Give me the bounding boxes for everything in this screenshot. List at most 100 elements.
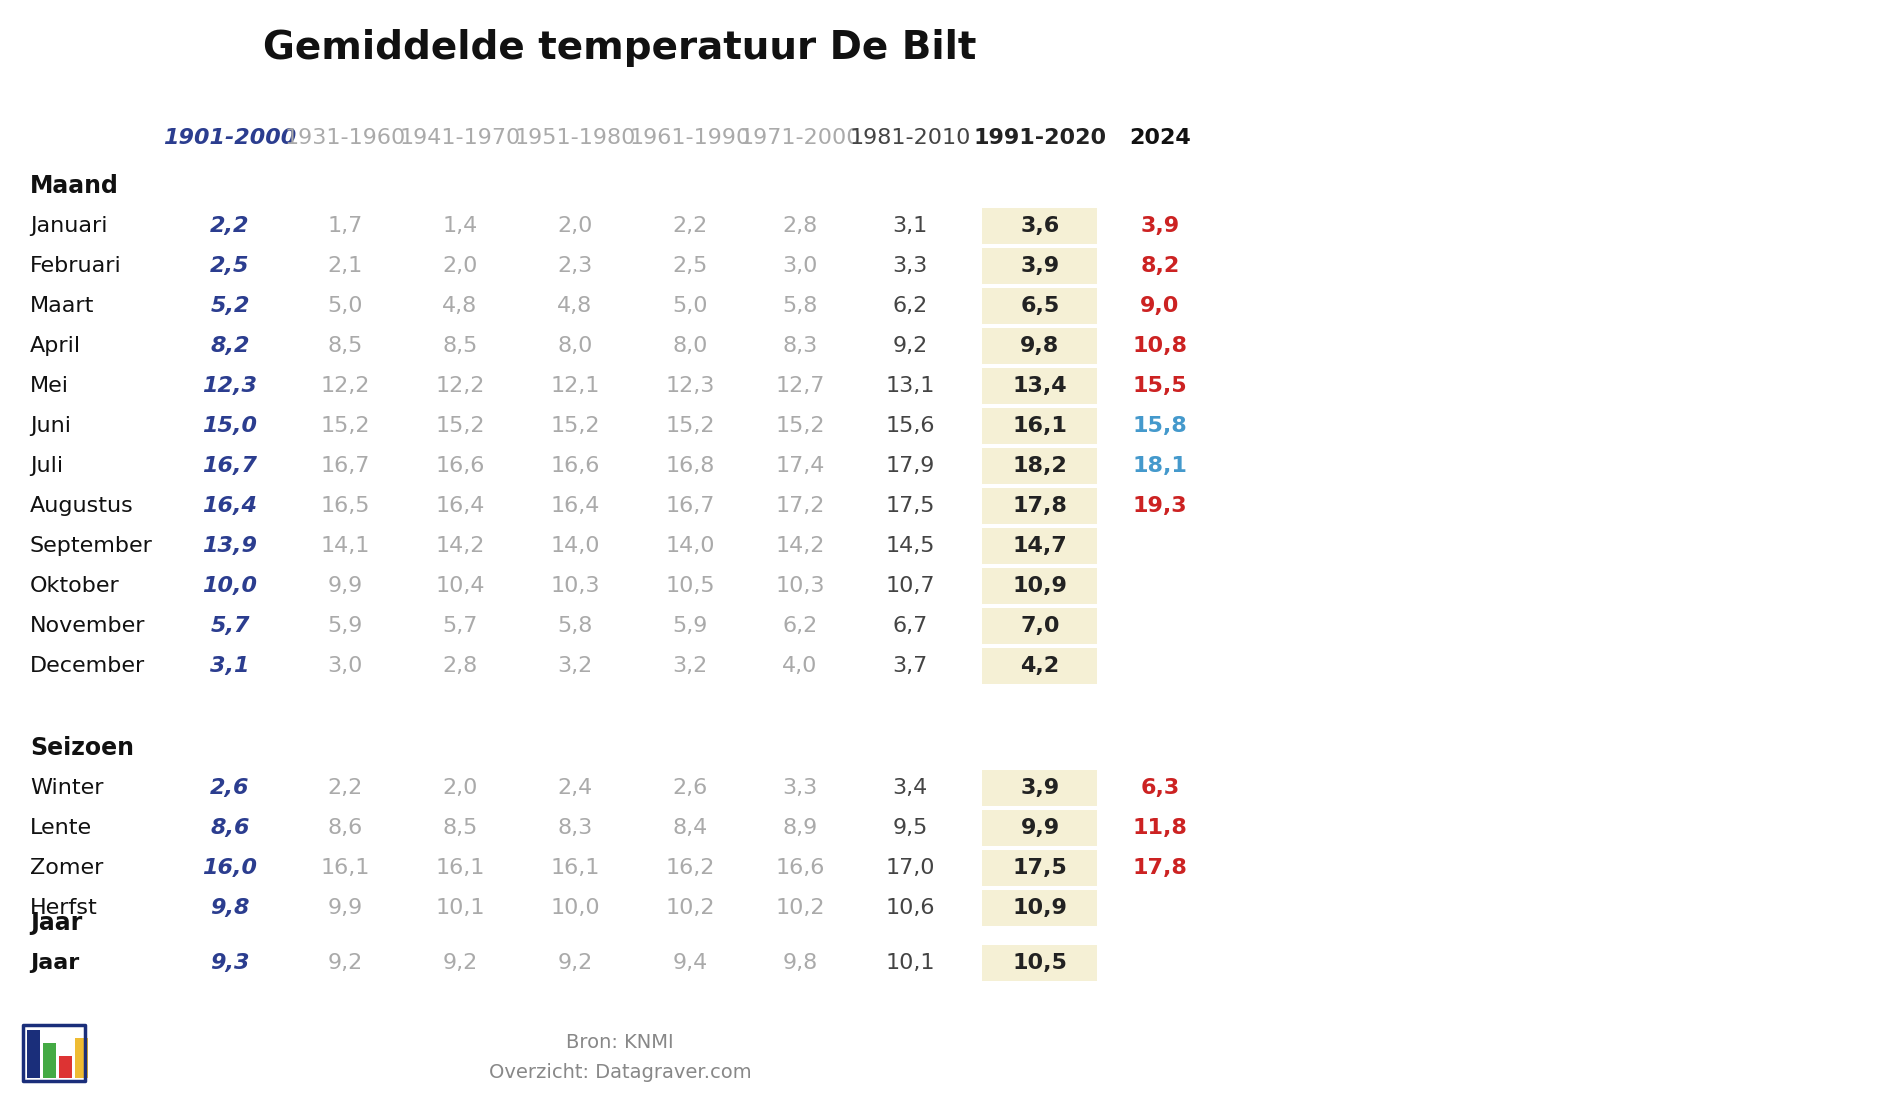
Bar <box>76 1038 87 1078</box>
Text: Maand: Maand <box>30 173 120 198</box>
Text: 9,8: 9,8 <box>211 898 251 918</box>
Bar <box>983 568 1097 604</box>
Text: 3,3: 3,3 <box>782 778 818 798</box>
Text: 9,5: 9,5 <box>892 818 928 838</box>
Text: 3,4: 3,4 <box>892 778 928 798</box>
Text: December: December <box>30 656 146 676</box>
Text: Oktober: Oktober <box>30 576 120 596</box>
Text: 14,0: 14,0 <box>550 536 600 556</box>
Text: 1,7: 1,7 <box>326 216 363 236</box>
Text: 2,3: 2,3 <box>558 256 592 276</box>
Text: 16,6: 16,6 <box>550 456 600 477</box>
Bar <box>983 448 1097 484</box>
Text: Seizoen: Seizoen <box>30 736 135 760</box>
Text: 7,0: 7,0 <box>1021 616 1059 636</box>
Text: 6,5: 6,5 <box>1021 296 1059 316</box>
Text: 10,9: 10,9 <box>1012 576 1067 596</box>
Text: 14,2: 14,2 <box>774 536 826 556</box>
Text: 15,2: 15,2 <box>774 416 826 436</box>
Text: 5,9: 5,9 <box>672 616 708 636</box>
Text: 2024: 2024 <box>1129 128 1190 148</box>
Text: 9,4: 9,4 <box>672 953 708 973</box>
Text: April: April <box>30 336 82 356</box>
Text: 8,3: 8,3 <box>558 818 592 838</box>
Text: 10,3: 10,3 <box>550 576 600 596</box>
Text: 14,7: 14,7 <box>1014 536 1067 556</box>
Text: 12,1: 12,1 <box>550 376 600 396</box>
Bar <box>983 288 1097 324</box>
Text: 5,8: 5,8 <box>782 296 818 316</box>
Text: 9,9: 9,9 <box>326 898 363 918</box>
Text: 2,6: 2,6 <box>211 778 251 798</box>
Text: Juli: Juli <box>30 456 63 477</box>
Text: 9,2: 9,2 <box>892 336 928 356</box>
Bar <box>23 1026 85 1082</box>
Text: 19,3: 19,3 <box>1133 496 1188 516</box>
Text: 10,1: 10,1 <box>884 953 934 973</box>
Text: 2,5: 2,5 <box>672 256 708 276</box>
Text: 5,9: 5,9 <box>326 616 363 636</box>
Text: Mei: Mei <box>30 376 68 396</box>
Text: 1,4: 1,4 <box>442 216 478 236</box>
Text: 5,7: 5,7 <box>211 616 251 636</box>
Text: 2,8: 2,8 <box>442 656 478 676</box>
Text: November: November <box>30 616 146 636</box>
Text: 8,3: 8,3 <box>782 336 818 356</box>
Bar <box>983 810 1097 845</box>
Text: 5,7: 5,7 <box>442 616 478 636</box>
Text: 16,6: 16,6 <box>774 858 826 878</box>
Text: 2,2: 2,2 <box>326 778 363 798</box>
Text: 2,0: 2,0 <box>558 216 592 236</box>
Bar <box>983 608 1097 645</box>
Text: Lente: Lente <box>30 818 93 838</box>
Text: 8,5: 8,5 <box>442 336 478 356</box>
Text: 16,7: 16,7 <box>666 496 716 516</box>
Text: 15,2: 15,2 <box>321 416 370 436</box>
Text: 12,2: 12,2 <box>435 376 484 396</box>
Text: 15,0: 15,0 <box>203 416 258 436</box>
Text: 3,7: 3,7 <box>892 656 928 676</box>
Text: 3,0: 3,0 <box>782 256 818 276</box>
Text: 2,0: 2,0 <box>442 256 478 276</box>
Text: 3,2: 3,2 <box>558 656 592 676</box>
Text: 9,2: 9,2 <box>558 953 592 973</box>
Text: 16,7: 16,7 <box>321 456 370 477</box>
Text: 9,9: 9,9 <box>1021 818 1059 838</box>
Text: 2,8: 2,8 <box>782 216 818 236</box>
Text: Juni: Juni <box>30 416 70 436</box>
Text: Jaar: Jaar <box>30 911 82 935</box>
Text: 10,6: 10,6 <box>884 898 934 918</box>
Text: 17,9: 17,9 <box>884 456 934 477</box>
Text: 8,0: 8,0 <box>672 336 708 356</box>
Text: 8,9: 8,9 <box>782 818 818 838</box>
Text: Februari: Februari <box>30 256 121 276</box>
Text: 10,2: 10,2 <box>666 898 716 918</box>
Bar <box>44 1043 57 1078</box>
Text: 8,6: 8,6 <box>211 818 251 838</box>
Text: 18,2: 18,2 <box>1014 456 1067 477</box>
Text: 8,2: 8,2 <box>211 336 251 356</box>
Bar <box>983 528 1097 564</box>
Text: 17,2: 17,2 <box>774 496 826 516</box>
Text: 1981-2010: 1981-2010 <box>848 128 970 148</box>
Text: 14,5: 14,5 <box>884 536 934 556</box>
Text: September: September <box>30 536 154 556</box>
Bar <box>983 368 1097 404</box>
Text: 8,5: 8,5 <box>442 818 478 838</box>
Text: 1931-1960: 1931-1960 <box>285 128 406 148</box>
Text: 6,7: 6,7 <box>892 616 928 636</box>
Text: 9,2: 9,2 <box>326 953 363 973</box>
Text: 1971-2000: 1971-2000 <box>738 128 862 148</box>
Text: 6,2: 6,2 <box>782 616 818 636</box>
Text: 14,1: 14,1 <box>321 536 370 556</box>
Text: Maart: Maart <box>30 296 95 316</box>
Text: 17,0: 17,0 <box>884 858 934 878</box>
Text: 16,2: 16,2 <box>666 858 716 878</box>
Text: 17,5: 17,5 <box>1014 858 1067 878</box>
Text: 2,2: 2,2 <box>211 216 251 236</box>
Text: 16,6: 16,6 <box>435 456 484 477</box>
Text: 1941-1970: 1941-1970 <box>399 128 520 148</box>
Text: 8,4: 8,4 <box>672 818 708 838</box>
Text: 16,4: 16,4 <box>435 496 484 516</box>
Text: Augustus: Augustus <box>30 496 133 516</box>
